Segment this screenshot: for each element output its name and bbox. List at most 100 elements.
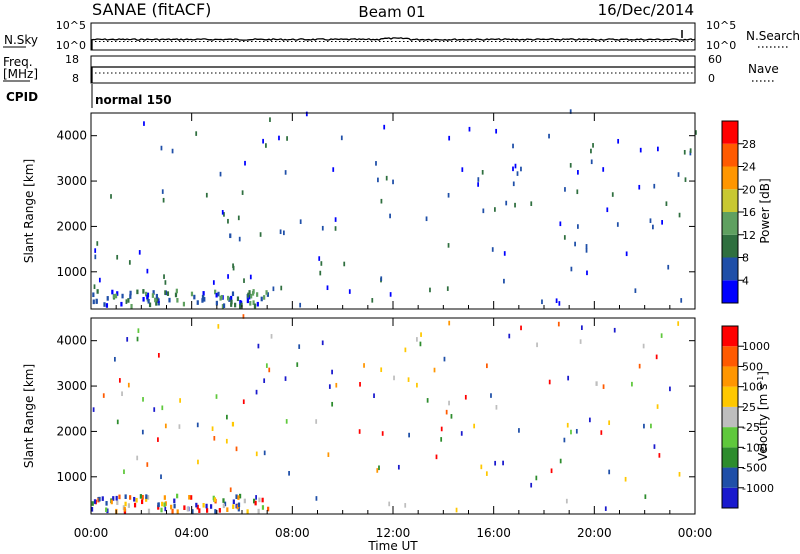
- data-pixel: [608, 420, 611, 426]
- data-pixel: [118, 494, 121, 500]
- data-pixel: [127, 382, 130, 388]
- freq-right-tick-top: 60: [708, 53, 722, 66]
- data-pixel: [512, 166, 514, 172]
- colorbar-tick-label: 12: [742, 229, 756, 242]
- data-pixel: [255, 495, 257, 500]
- data-pixel: [125, 299, 128, 304]
- data-pixel: [115, 495, 118, 501]
- data-pixel: [120, 301, 123, 307]
- data-pixel: [359, 382, 361, 387]
- data-pixel: [101, 496, 104, 501]
- data-pixel: [263, 378, 266, 383]
- data-pixel: [592, 143, 594, 148]
- data-pixel: [574, 241, 576, 247]
- data-pixel: [114, 356, 116, 362]
- data-pixel: [210, 504, 213, 509]
- x-tick-label: 00:00: [678, 526, 713, 540]
- colorbar-segment: [722, 386, 738, 407]
- data-pixel: [215, 394, 218, 399]
- data-pixel: [678, 212, 681, 218]
- data-pixel: [327, 452, 330, 457]
- data-pixel: [141, 494, 144, 500]
- data-pixel: [112, 293, 115, 299]
- freq-right-label: Nave: [748, 62, 779, 76]
- data-pixel: [146, 462, 149, 467]
- beam-title: Beam 01: [358, 3, 425, 21]
- data-pixel: [263, 295, 266, 300]
- data-pixel: [111, 289, 114, 295]
- data-pixel: [157, 353, 160, 358]
- data-pixel: [590, 159, 593, 165]
- data-pixel: [246, 298, 249, 304]
- data-pixel: [190, 291, 194, 297]
- colorbar-segment: [722, 257, 738, 281]
- data-pixel: [123, 469, 125, 475]
- colorbar-segment: [722, 212, 738, 235]
- power-y-ticks: 1000 2000 3000 4000: [56, 129, 695, 279]
- data-pixel: [129, 294, 132, 299]
- data-pixel: [193, 294, 196, 300]
- data-pixel: [261, 497, 264, 503]
- data-pixel: [435, 454, 438, 460]
- data-pixel: [226, 414, 228, 420]
- data-pixel: [220, 294, 223, 300]
- data-pixel: [557, 321, 560, 327]
- colorbar-tick-label: 1000: [742, 340, 770, 353]
- data-pixel: [230, 299, 233, 305]
- data-pixel: [433, 367, 436, 373]
- data-pixel: [595, 381, 598, 386]
- data-pixel: [114, 293, 118, 299]
- data-pixel: [116, 254, 119, 260]
- data-pixel: [127, 503, 131, 508]
- data-pixel: [232, 263, 234, 269]
- data-pixel: [230, 302, 233, 307]
- velocity-x-ticks: [115, 318, 671, 514]
- data-pixel: [660, 333, 663, 338]
- data-pixel: [237, 506, 240, 512]
- data-pixel: [490, 393, 492, 398]
- data-pixel: [420, 332, 422, 337]
- data-pixel: [196, 300, 199, 305]
- data-pixel: [512, 143, 514, 149]
- data-pixel: [173, 503, 176, 509]
- data-pixel: [600, 430, 603, 435]
- data-pixel: [225, 438, 228, 444]
- data-pixel: [127, 298, 130, 303]
- colorbar-segment: [722, 121, 738, 144]
- data-pixel: [249, 274, 252, 280]
- data-pixel: [137, 328, 140, 333]
- data-pixel: [318, 256, 321, 261]
- data-pixel: [383, 124, 386, 130]
- data-pixel: [212, 280, 215, 285]
- data-pixel: [229, 487, 232, 493]
- colorbar-tick-label: -500: [742, 462, 767, 475]
- data-pixel: [92, 299, 95, 305]
- data-pixel: [136, 455, 139, 461]
- data-pixel: [262, 138, 264, 144]
- data-pixel: [93, 284, 96, 289]
- data-pixel: [299, 302, 302, 308]
- data-pixel: [446, 286, 449, 291]
- data-pixel: [163, 502, 166, 508]
- data-pixel: [248, 294, 251, 300]
- data-pixel: [105, 303, 109, 308]
- y-tick-label: 2000: [56, 424, 87, 438]
- data-pixel: [140, 499, 144, 505]
- data-pixel: [227, 274, 229, 279]
- data-pixel: [579, 339, 582, 344]
- noise-left-tick-bottom: 10^0: [56, 39, 86, 52]
- data-pixel: [133, 496, 136, 502]
- data-pixel: [242, 399, 245, 405]
- data-pixel: [371, 298, 374, 303]
- data-pixel: [129, 290, 132, 296]
- data-pixel: [236, 296, 240, 302]
- data-pixel: [250, 293, 253, 299]
- colorbar-tick-label: -25: [742, 421, 760, 434]
- data-pixel: [155, 301, 158, 306]
- data-pixel: [222, 303, 226, 308]
- data-pixel: [116, 291, 119, 296]
- freq-label-line1: Freq.: [3, 55, 33, 69]
- colorbar-segment: [722, 366, 738, 387]
- data-pixel: [530, 201, 533, 206]
